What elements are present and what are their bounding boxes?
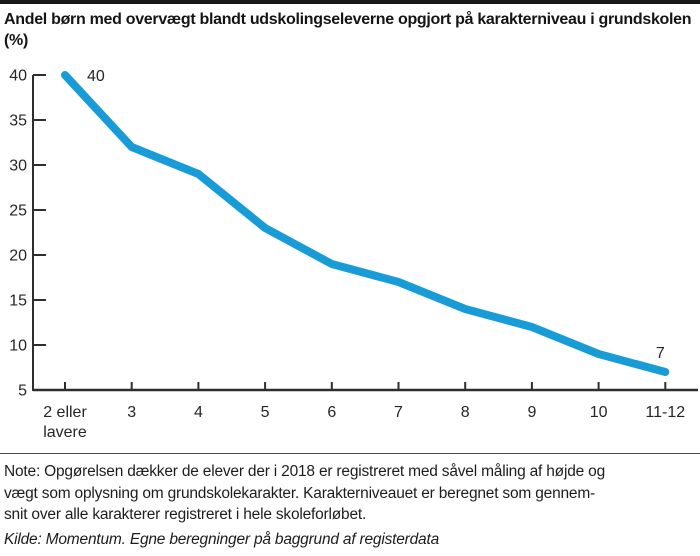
- note-line: vægt som oplysning om grundskolekarakter…: [4, 484, 595, 502]
- chart-note: Note: Opgørelsen dækker de elever der i …: [4, 461, 696, 526]
- top-accent-bar: [0, 0, 700, 4]
- chart-title: Andel børn med overvægt blandt udskoling…: [4, 11, 692, 49]
- last-point-label: 7: [656, 345, 665, 362]
- chart-source: Kilde: Momentum. Egne beregninger på bag…: [4, 531, 439, 548]
- x-tick-label: 8: [461, 404, 470, 421]
- data-line: [61, 71, 670, 376]
- footer-divider: [0, 453, 700, 454]
- note-line: snit over alle karakterer registreret i …: [4, 506, 367, 523]
- x-tick-label: 5: [261, 404, 270, 421]
- x-tick-label: 4: [194, 404, 203, 421]
- x-tick-label: 2 eller lavere: [43, 404, 87, 441]
- y-tick-label: 15: [9, 293, 27, 310]
- x-tick-label: 6: [327, 404, 336, 421]
- y-tick-label: 35: [9, 113, 27, 130]
- y-tick-label: 20: [9, 248, 27, 265]
- note-line: Note: Opgørelsen dækker de elever der i …: [4, 463, 605, 480]
- y-tick-label: 5: [18, 383, 27, 400]
- x-tick-label: 9: [527, 404, 536, 421]
- x-tick-label: 10: [590, 404, 608, 421]
- x-tick-label: 7: [394, 404, 403, 421]
- y-tick-label: 10: [9, 338, 27, 355]
- y-tick-label: 40: [9, 68, 27, 85]
- x-tick-label: 11-12: [645, 404, 685, 421]
- y-tick-label: 25: [9, 203, 27, 220]
- line-chart-svg: 5 10 15 20 25 30 35 40 2 eller lavere 3 4 5 6 7 8 9 10 11-…: [9, 68, 698, 441]
- line-chart: 5 10 15 20 25 30 35 40 2 eller lavere 3 4 5 6 7 8 9 10 11-…: [0, 60, 700, 446]
- y-tick-label: 30: [9, 158, 27, 175]
- first-point-label: 40: [87, 68, 105, 85]
- x-tick-label: 3: [127, 404, 136, 421]
